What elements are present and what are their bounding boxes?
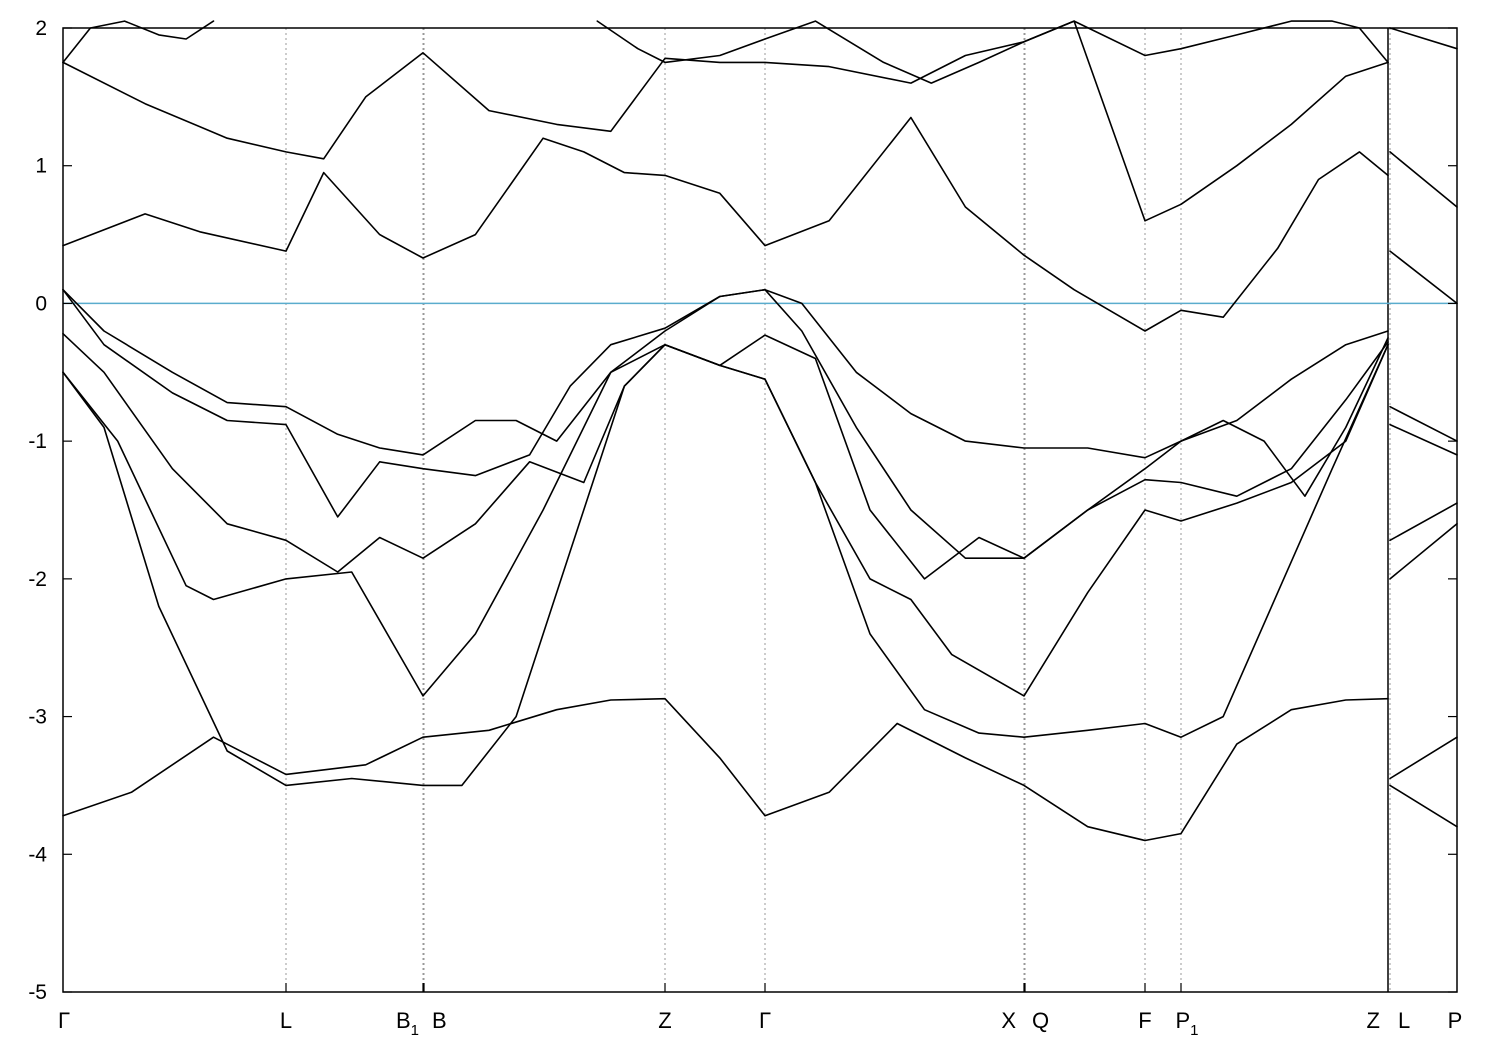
kpoint-label: L [1398,1008,1410,1033]
kpoint-label-subscript: 1 [1190,1022,1198,1039]
kpoint-label: X [1001,1008,1016,1033]
kpoint-label: Γ [759,1008,771,1033]
y-tick-label: -5 [28,981,47,1004]
kpoint-label: F [1138,1008,1151,1033]
grid-lines [285,28,1391,992]
y-tick-label: 2 [35,17,47,40]
kpoint-label: Γ [58,1008,70,1033]
y-tick-label: -3 [28,706,47,729]
band-line-7 [62,116,1458,332]
band-line-5 [62,288,1458,559]
y-tick-label: -2 [28,568,47,591]
kpoint-label: Z [1367,1008,1380,1033]
band-line-10 [596,20,1458,84]
plot-frame [62,27,1458,993]
band-line-8 [62,20,1458,222]
kpoint-label: B1 [396,1008,419,1039]
band-line-4 [62,332,1458,580]
band-line-1 [62,697,1458,842]
kpoint-label: B [432,1008,447,1033]
band-line-3 [62,343,1458,697]
kpoint-label: Z [658,1008,671,1033]
y-axis-ticks: 2 1 0 -1 -2 -3 -4 -5 [28,17,1457,1004]
kpoint-label: P [1448,1008,1463,1033]
y-tick-label: 1 [35,155,47,178]
y-tick-label: -1 [28,430,47,453]
kpoint-label: Q [1032,1008,1049,1033]
kpoint-label: L [280,1008,292,1033]
y-tick-label: -4 [28,843,47,866]
band-line-6 [62,288,1458,459]
kpoint-label-subscript: 1 [411,1022,419,1039]
kpoint-label: P1 [1175,1008,1198,1039]
y-tick-label: 0 [35,292,47,315]
band-lines [62,20,1458,842]
band-line-2 [62,343,1458,828]
